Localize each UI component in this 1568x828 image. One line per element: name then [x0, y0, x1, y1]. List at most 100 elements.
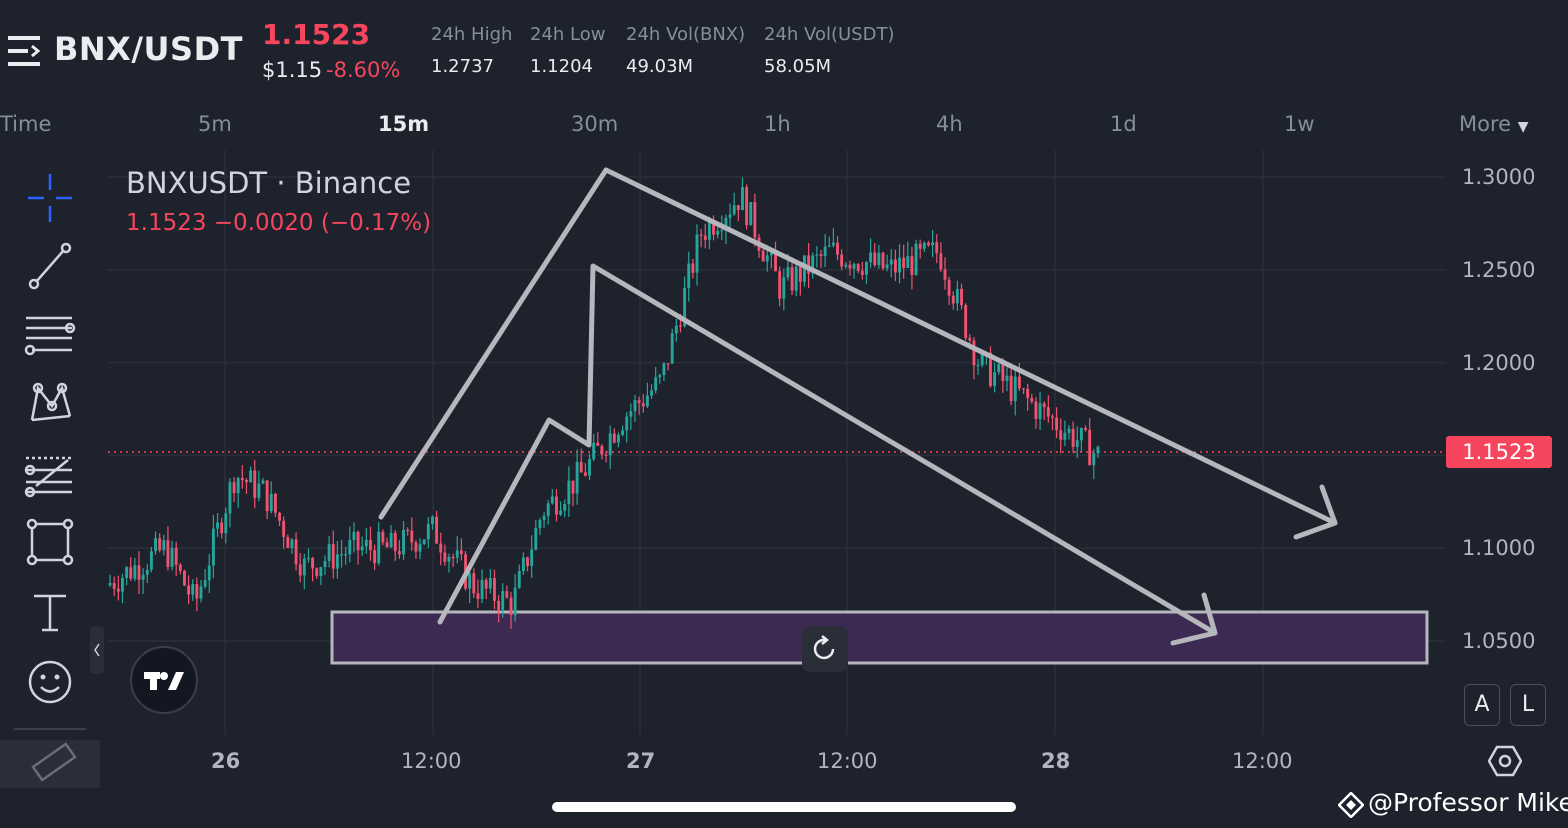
candle-body: [666, 363, 670, 365]
candle-body: [451, 556, 455, 559]
tab-1d[interactable]: 1d: [1110, 112, 1137, 136]
auto-scale-button[interactable]: A: [1464, 684, 1500, 726]
last-price: 1.1523: [262, 18, 371, 51]
candle-body: [583, 472, 587, 476]
candle-body: [373, 550, 377, 564]
pattern-icon[interactable]: [22, 376, 78, 432]
candle-body: [290, 539, 294, 548]
candle-body: [1001, 364, 1005, 381]
candle-body: [559, 510, 563, 515]
candle-body: [455, 550, 459, 558]
stat-24h-low-value: 1.1204: [530, 56, 593, 77]
candle-body: [592, 442, 596, 460]
candle-body: [108, 583, 112, 586]
candle-body: [232, 482, 236, 494]
stat-24h-low-label: 24h Low: [530, 24, 606, 45]
candle-body: [480, 579, 484, 600]
crosshair-icon[interactable]: [22, 170, 78, 226]
candle-body: [1096, 446, 1100, 454]
candle-body: [1009, 375, 1013, 402]
candle-body: [877, 252, 881, 266]
ohlc-readout: 1.1523 −0.0020 (−0.17%): [126, 210, 432, 236]
x-tick: 28: [1041, 749, 1071, 773]
candle-body: [1079, 428, 1083, 441]
candle-body: [1051, 416, 1054, 418]
settings-hexagon-icon[interactable]: [1488, 744, 1522, 778]
candle-body: [889, 259, 893, 265]
rectangle-icon[interactable]: [22, 514, 78, 570]
candle-body: [972, 340, 976, 366]
tab-more[interactable]: More ▼: [1459, 112, 1529, 136]
stat-24h-high-label: 24h High: [431, 24, 513, 45]
candle-body: [389, 532, 393, 548]
candle-body: [840, 254, 844, 267]
tab-5m[interactable]: 5m: [198, 112, 232, 136]
candle-body: [154, 538, 157, 552]
prediction-icon[interactable]: [22, 446, 78, 502]
tab-time[interactable]: Time: [0, 112, 52, 136]
candle-body: [922, 242, 926, 249]
candle-body: [426, 523, 430, 540]
candle-body: [654, 377, 658, 391]
menu-icon[interactable]: [8, 36, 40, 66]
candle-body: [236, 477, 240, 494]
candle-body: [745, 187, 749, 226]
collapse-toolbar-icon[interactable]: [90, 626, 104, 674]
candle-body: [1088, 429, 1092, 466]
candle-body: [459, 550, 463, 555]
candle-body: [1042, 403, 1046, 408]
candle-body: [302, 558, 306, 576]
log-scale-button[interactable]: L: [1510, 684, 1546, 726]
candle-body: [860, 270, 864, 275]
candle-body: [183, 570, 186, 586]
candle-body: [600, 445, 604, 455]
candle-body: [823, 246, 827, 256]
candle-body: [612, 433, 616, 443]
candle-body: [674, 325, 678, 334]
candle-body: [575, 462, 579, 494]
tab-1h[interactable]: 1h: [764, 112, 791, 136]
candle-body: [641, 403, 645, 407]
candle-body: [133, 565, 137, 579]
candle-body: [976, 365, 980, 367]
candle-body: [228, 482, 232, 514]
candle-body: [761, 250, 765, 262]
candle-body: [753, 202, 757, 238]
candle-body: [736, 205, 740, 211]
candle-body: [885, 264, 889, 269]
candle-body: [703, 235, 707, 240]
reset-chart-button[interactable]: [802, 626, 848, 672]
fib-lines-icon[interactable]: [22, 306, 78, 362]
pair-title[interactable]: BNX/USDT: [54, 30, 243, 68]
candle-body: [571, 480, 575, 494]
toolbar-divider: [14, 728, 86, 730]
candle-body: [315, 568, 319, 577]
candle-body: [513, 587, 517, 616]
candle-body: [1084, 428, 1087, 430]
stat-vol-bnx-label: 24h Vol(BNX): [626, 24, 746, 45]
candle-body: [269, 493, 273, 512]
candle-body: [621, 430, 625, 435]
tab-4h[interactable]: 4h: [936, 112, 963, 136]
emoji-icon[interactable]: [22, 654, 78, 710]
text-icon[interactable]: [22, 584, 78, 640]
candle-body: [836, 242, 839, 255]
candle-body: [393, 532, 397, 552]
candle-body: [344, 554, 348, 556]
candle-body: [158, 538, 162, 551]
candle-body: [588, 459, 591, 476]
candle-body: [364, 539, 368, 547]
tab-15m[interactable]: 15m: [378, 112, 430, 136]
tab-30m[interactable]: 30m: [571, 112, 619, 136]
candle-body: [906, 256, 910, 268]
y-tick: 1.0500: [1462, 629, 1536, 653]
candles: [108, 177, 1100, 629]
y-tick: 1.3000: [1462, 165, 1536, 189]
tab-1w[interactable]: 1w: [1284, 112, 1315, 136]
candle-body: [741, 187, 744, 211]
lower-arrow-head: [1170, 592, 1218, 646]
candle-body: [129, 567, 133, 579]
trend-line-icon[interactable]: [22, 238, 78, 294]
ruler-icon[interactable]: [0, 740, 100, 788]
